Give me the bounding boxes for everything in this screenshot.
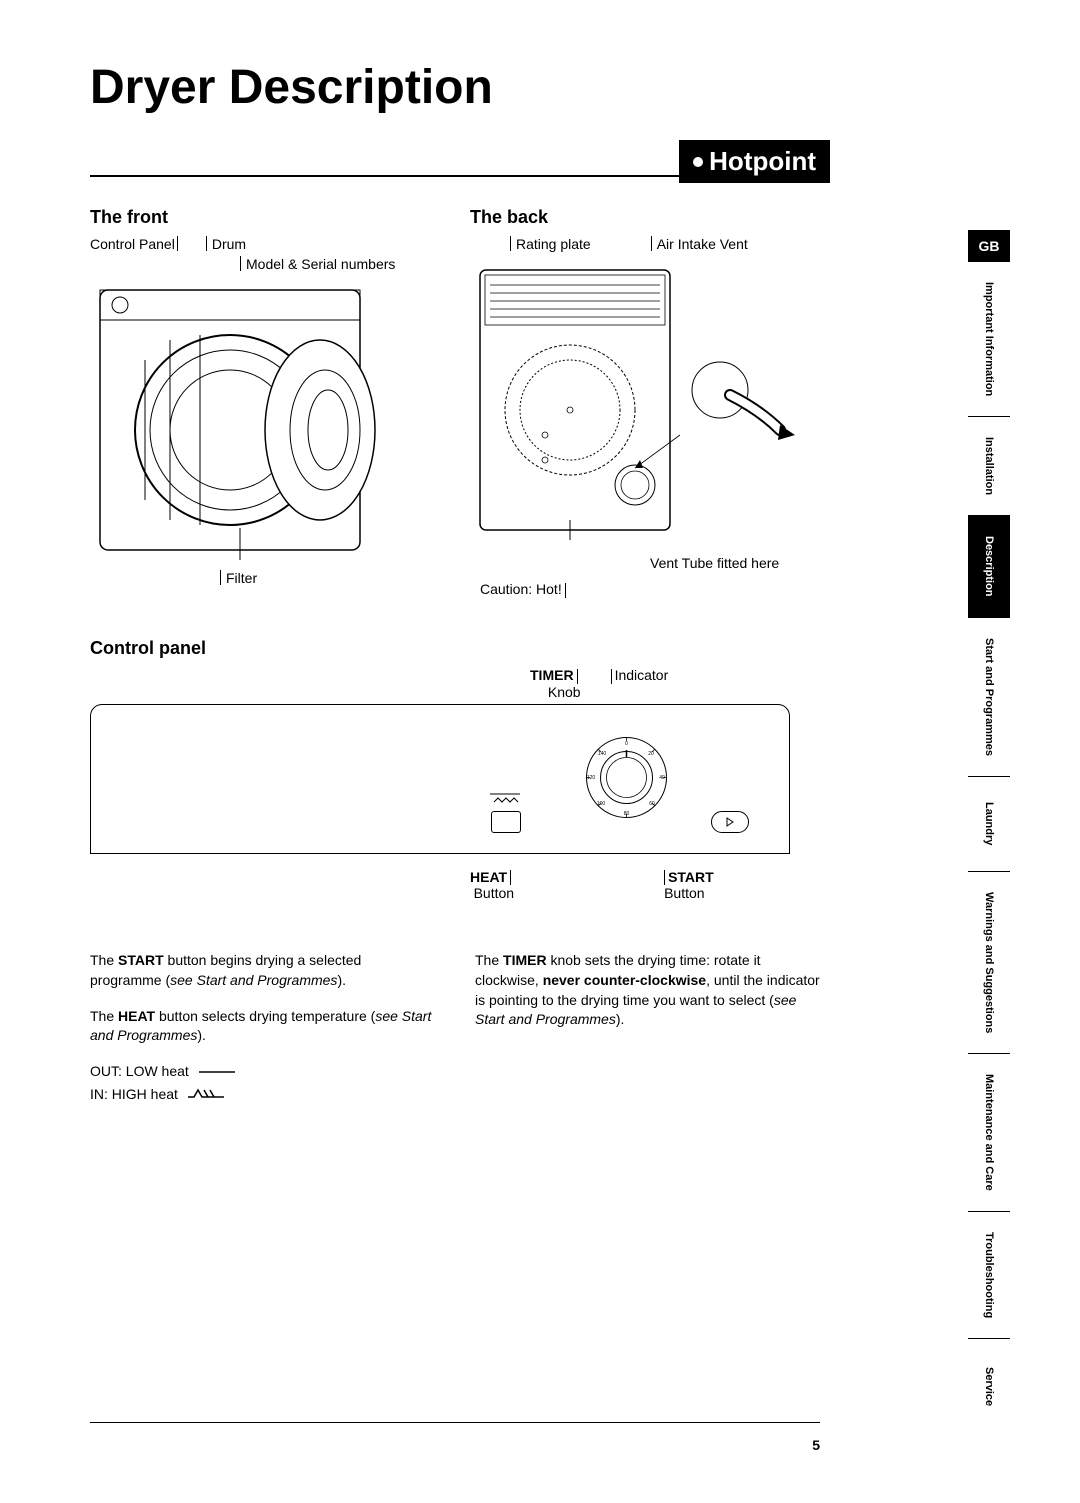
air-intake-label: Air Intake Vent — [657, 236, 748, 252]
start-button[interactable] — [711, 811, 749, 833]
front-diagram — [90, 280, 440, 565]
heat-settings: OUT: LOW heat IN: HIGH heat — [90, 1062, 435, 1105]
brand-name: Hotpoint — [709, 146, 816, 177]
svg-text:60: 60 — [649, 801, 655, 807]
front-section-title: The front — [90, 207, 440, 228]
filter-label: Filter — [226, 570, 257, 586]
divider-bottom — [90, 1422, 820, 1423]
svg-text:120: 120 — [587, 775, 596, 781]
brand-badge: Hotpoint — [679, 140, 830, 183]
brand-dot-icon — [693, 157, 703, 167]
heat-paragraph: The HEAT button selects drying temperatu… — [90, 1007, 435, 1046]
svg-text:20: 20 — [648, 751, 654, 757]
svg-text:0: 0 — [625, 741, 628, 747]
nav-laundry[interactable]: Laundry — [968, 776, 1010, 871]
start-sub-label: Button — [664, 885, 714, 901]
nav-maintenance[interactable]: Maintenance and Care — [968, 1053, 1010, 1211]
heat-icon — [488, 792, 522, 807]
nav-description[interactable]: Description — [968, 515, 1010, 617]
heat-button[interactable] — [491, 811, 521, 833]
nav-service[interactable]: Service — [968, 1338, 1010, 1433]
control-panel-diagram: 0 20 40 60 80 100 120 140 — [90, 704, 790, 854]
heat-label: HEAT — [470, 869, 507, 885]
low-heat-icon — [197, 1062, 237, 1082]
control-panel-label: Control Panel — [90, 236, 175, 252]
timer-knob-sub: Knob — [530, 684, 581, 700]
rating-plate-label: Rating plate — [516, 236, 591, 252]
back-diagram — [470, 260, 820, 545]
start-paragraph: The START button begins drying a selecte… — [90, 951, 435, 990]
caution-hot-label: Caution: Hot! — [480, 581, 562, 597]
out-low-label: OUT: LOW heat — [90, 1062, 189, 1082]
timer-knob[interactable]: 0 20 40 60 80 100 120 140 — [584, 735, 669, 820]
svg-text:140: 140 — [598, 751, 607, 757]
region-badge: GB — [968, 230, 1010, 262]
heat-sub-label: Button — [470, 885, 514, 901]
timer-paragraph: The TIMER knob sets the drying time: rot… — [475, 951, 820, 1029]
nav-warnings[interactable]: Warnings and Suggestions — [968, 871, 1010, 1053]
timer-knob-label: TIMER — [530, 667, 574, 683]
svg-text:40: 40 — [659, 775, 665, 781]
play-icon — [725, 817, 735, 827]
control-panel-section-title: Control panel — [90, 638, 820, 659]
drum-label: Drum — [212, 236, 246, 252]
start-label: START — [668, 869, 714, 885]
in-high-label: IN: HIGH heat — [90, 1085, 178, 1105]
back-section-title: The back — [470, 207, 820, 228]
side-nav: GB Important Information Installation De… — [968, 230, 1010, 1433]
nav-troubleshooting[interactable]: Troubleshooting — [968, 1211, 1010, 1338]
vent-tube-label: Vent Tube fitted here — [650, 555, 820, 571]
model-serial-label: Model & Serial numbers — [246, 256, 395, 272]
page-title: Dryer Description — [90, 60, 1010, 115]
nav-important-info[interactable]: Important Information — [968, 262, 1010, 416]
page-number: 5 — [812, 1437, 820, 1453]
indicator-label: Indicator — [615, 667, 669, 683]
nav-installation[interactable]: Installation — [968, 416, 1010, 515]
high-heat-icon — [186, 1085, 226, 1105]
nav-start-programmes[interactable]: Start and Programmes — [968, 617, 1010, 776]
